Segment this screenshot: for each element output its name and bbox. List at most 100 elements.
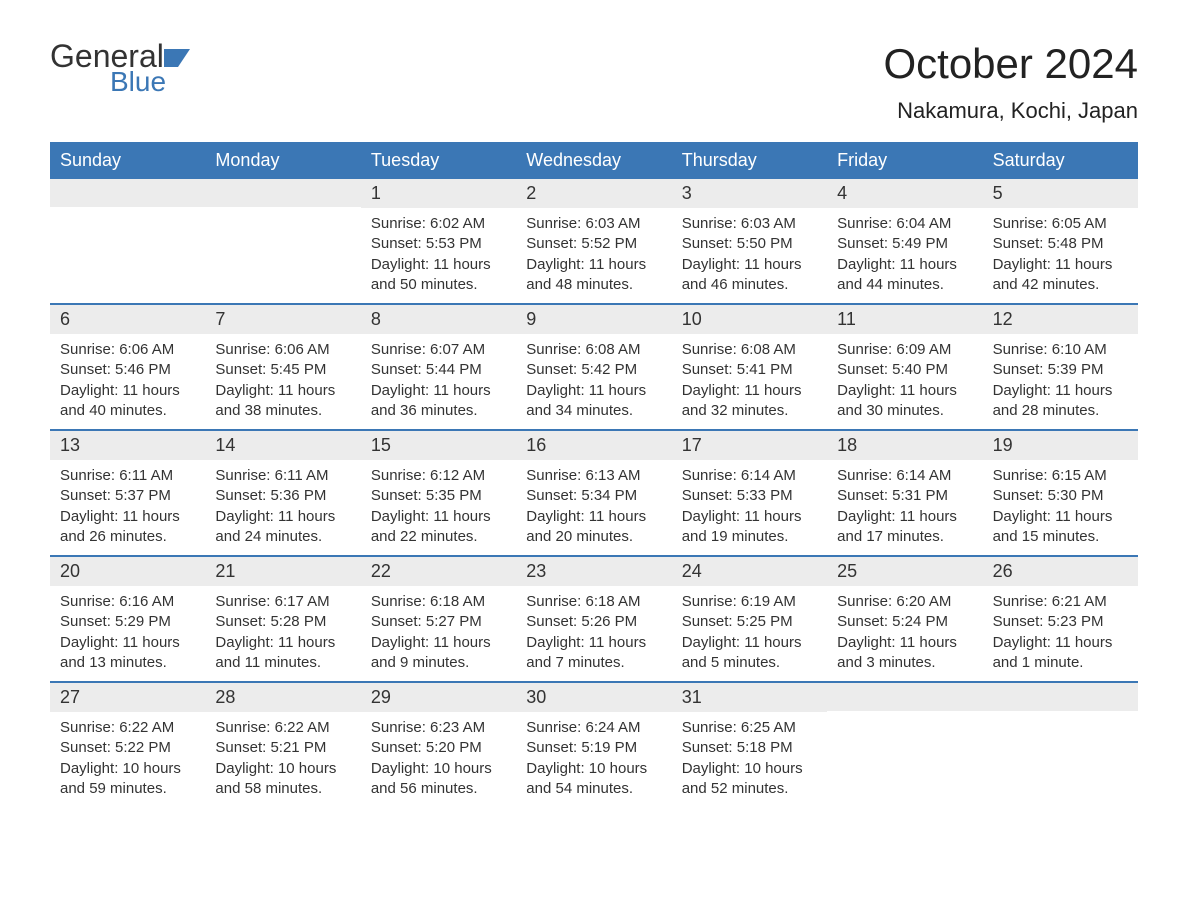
sunrise-text: Sunrise: 6:24 AM bbox=[526, 718, 661, 738]
day-number: 22 bbox=[361, 557, 516, 586]
daylight-text: Daylight: 11 hours and 36 minutes. bbox=[371, 381, 506, 422]
calendar-cell bbox=[205, 179, 360, 303]
calendar-day-header: SundayMondayTuesdayWednesdayThursdayFrid… bbox=[50, 142, 1138, 179]
daylight-text: Daylight: 10 hours and 59 minutes. bbox=[60, 759, 195, 800]
sunrise-text: Sunrise: 6:17 AM bbox=[215, 592, 350, 612]
day-number: 6 bbox=[50, 305, 205, 334]
day-number: 10 bbox=[672, 305, 827, 334]
sunrise-text: Sunrise: 6:11 AM bbox=[215, 466, 350, 486]
cell-body: Sunrise: 6:13 AMSunset: 5:34 PMDaylight:… bbox=[516, 460, 671, 555]
calendar-week: 27Sunrise: 6:22 AMSunset: 5:22 PMDayligh… bbox=[50, 681, 1138, 807]
cell-body: Sunrise: 6:22 AMSunset: 5:22 PMDaylight:… bbox=[50, 712, 205, 807]
calendar-week: 13Sunrise: 6:11 AMSunset: 5:37 PMDayligh… bbox=[50, 429, 1138, 555]
sunrise-text: Sunrise: 6:19 AM bbox=[682, 592, 817, 612]
day-number: 12 bbox=[983, 305, 1138, 334]
sunrise-text: Sunrise: 6:22 AM bbox=[215, 718, 350, 738]
calendar: SundayMondayTuesdayWednesdayThursdayFrid… bbox=[50, 142, 1138, 807]
calendar-cell: 26Sunrise: 6:21 AMSunset: 5:23 PMDayligh… bbox=[983, 557, 1138, 681]
daylight-text: Daylight: 11 hours and 40 minutes. bbox=[60, 381, 195, 422]
calendar-cell: 29Sunrise: 6:23 AMSunset: 5:20 PMDayligh… bbox=[361, 683, 516, 807]
cell-body: Sunrise: 6:03 AMSunset: 5:52 PMDaylight:… bbox=[516, 208, 671, 303]
day-number: 15 bbox=[361, 431, 516, 460]
sunrise-text: Sunrise: 6:22 AM bbox=[60, 718, 195, 738]
sunrise-text: Sunrise: 6:13 AM bbox=[526, 466, 661, 486]
day-number: 28 bbox=[205, 683, 360, 712]
header: General Blue October 2024 Nakamura, Koch… bbox=[50, 40, 1138, 124]
day-number: 30 bbox=[516, 683, 671, 712]
month-title: October 2024 bbox=[883, 40, 1138, 88]
day-number: 20 bbox=[50, 557, 205, 586]
day-header-cell: Tuesday bbox=[361, 142, 516, 179]
day-number: 8 bbox=[361, 305, 516, 334]
sunrise-text: Sunrise: 6:06 AM bbox=[60, 340, 195, 360]
sunset-text: Sunset: 5:34 PM bbox=[526, 486, 661, 506]
calendar-cell: 6Sunrise: 6:06 AMSunset: 5:46 PMDaylight… bbox=[50, 305, 205, 429]
sunset-text: Sunset: 5:40 PM bbox=[837, 360, 972, 380]
day-number: 1 bbox=[361, 179, 516, 208]
calendar-week: 6Sunrise: 6:06 AMSunset: 5:46 PMDaylight… bbox=[50, 303, 1138, 429]
day-header-cell: Friday bbox=[827, 142, 982, 179]
sunset-text: Sunset: 5:26 PM bbox=[526, 612, 661, 632]
cell-body: Sunrise: 6:22 AMSunset: 5:21 PMDaylight:… bbox=[205, 712, 360, 807]
daylight-text: Daylight: 11 hours and 48 minutes. bbox=[526, 255, 661, 296]
daylight-text: Daylight: 11 hours and 15 minutes. bbox=[993, 507, 1128, 548]
calendar-cell: 20Sunrise: 6:16 AMSunset: 5:29 PMDayligh… bbox=[50, 557, 205, 681]
daylight-text: Daylight: 11 hours and 11 minutes. bbox=[215, 633, 350, 674]
sunrise-text: Sunrise: 6:20 AM bbox=[837, 592, 972, 612]
day-number: 13 bbox=[50, 431, 205, 460]
cell-body: Sunrise: 6:11 AMSunset: 5:36 PMDaylight:… bbox=[205, 460, 360, 555]
cell-body: Sunrise: 6:18 AMSunset: 5:26 PMDaylight:… bbox=[516, 586, 671, 681]
daylight-text: Daylight: 11 hours and 24 minutes. bbox=[215, 507, 350, 548]
sunrise-text: Sunrise: 6:02 AM bbox=[371, 214, 506, 234]
sunset-text: Sunset: 5:27 PM bbox=[371, 612, 506, 632]
cell-body: Sunrise: 6:21 AMSunset: 5:23 PMDaylight:… bbox=[983, 586, 1138, 681]
calendar-cell: 16Sunrise: 6:13 AMSunset: 5:34 PMDayligh… bbox=[516, 431, 671, 555]
calendar-cell: 27Sunrise: 6:22 AMSunset: 5:22 PMDayligh… bbox=[50, 683, 205, 807]
calendar-cell: 3Sunrise: 6:03 AMSunset: 5:50 PMDaylight… bbox=[672, 179, 827, 303]
daylight-text: Daylight: 11 hours and 38 minutes. bbox=[215, 381, 350, 422]
sunrise-text: Sunrise: 6:07 AM bbox=[371, 340, 506, 360]
cell-body: Sunrise: 6:14 AMSunset: 5:31 PMDaylight:… bbox=[827, 460, 982, 555]
cell-body bbox=[205, 207, 360, 297]
cell-body: Sunrise: 6:06 AMSunset: 5:46 PMDaylight:… bbox=[50, 334, 205, 429]
sunset-text: Sunset: 5:21 PM bbox=[215, 738, 350, 758]
daylight-text: Daylight: 11 hours and 5 minutes. bbox=[682, 633, 817, 674]
daylight-text: Daylight: 11 hours and 42 minutes. bbox=[993, 255, 1128, 296]
sunset-text: Sunset: 5:24 PM bbox=[837, 612, 972, 632]
sunrise-text: Sunrise: 6:08 AM bbox=[682, 340, 817, 360]
sunset-text: Sunset: 5:30 PM bbox=[993, 486, 1128, 506]
sunset-text: Sunset: 5:53 PM bbox=[371, 234, 506, 254]
calendar-cell: 2Sunrise: 6:03 AMSunset: 5:52 PMDaylight… bbox=[516, 179, 671, 303]
day-number bbox=[983, 683, 1138, 711]
day-number: 24 bbox=[672, 557, 827, 586]
brand-logo: General Blue bbox=[50, 40, 194, 98]
day-header-cell: Saturday bbox=[983, 142, 1138, 179]
daylight-text: Daylight: 11 hours and 20 minutes. bbox=[526, 507, 661, 548]
cell-body: Sunrise: 6:15 AMSunset: 5:30 PMDaylight:… bbox=[983, 460, 1138, 555]
sunset-text: Sunset: 5:35 PM bbox=[371, 486, 506, 506]
sunset-text: Sunset: 5:19 PM bbox=[526, 738, 661, 758]
daylight-text: Daylight: 11 hours and 26 minutes. bbox=[60, 507, 195, 548]
day-number: 14 bbox=[205, 431, 360, 460]
cell-body: Sunrise: 6:17 AMSunset: 5:28 PMDaylight:… bbox=[205, 586, 360, 681]
sunrise-text: Sunrise: 6:23 AM bbox=[371, 718, 506, 738]
sunset-text: Sunset: 5:36 PM bbox=[215, 486, 350, 506]
calendar-cell: 22Sunrise: 6:18 AMSunset: 5:27 PMDayligh… bbox=[361, 557, 516, 681]
sunset-text: Sunset: 5:45 PM bbox=[215, 360, 350, 380]
daylight-text: Daylight: 11 hours and 13 minutes. bbox=[60, 633, 195, 674]
day-number bbox=[50, 179, 205, 207]
sunset-text: Sunset: 5:48 PM bbox=[993, 234, 1128, 254]
cell-body: Sunrise: 6:23 AMSunset: 5:20 PMDaylight:… bbox=[361, 712, 516, 807]
day-header-cell: Monday bbox=[205, 142, 360, 179]
daylight-text: Daylight: 10 hours and 58 minutes. bbox=[215, 759, 350, 800]
sunset-text: Sunset: 5:41 PM bbox=[682, 360, 817, 380]
cell-body: Sunrise: 6:11 AMSunset: 5:37 PMDaylight:… bbox=[50, 460, 205, 555]
daylight-text: Daylight: 10 hours and 54 minutes. bbox=[526, 759, 661, 800]
sunset-text: Sunset: 5:44 PM bbox=[371, 360, 506, 380]
day-header-cell: Thursday bbox=[672, 142, 827, 179]
day-number: 11 bbox=[827, 305, 982, 334]
cell-body: Sunrise: 6:07 AMSunset: 5:44 PMDaylight:… bbox=[361, 334, 516, 429]
cell-body: Sunrise: 6:20 AMSunset: 5:24 PMDaylight:… bbox=[827, 586, 982, 681]
daylight-text: Daylight: 11 hours and 22 minutes. bbox=[371, 507, 506, 548]
sunset-text: Sunset: 5:42 PM bbox=[526, 360, 661, 380]
